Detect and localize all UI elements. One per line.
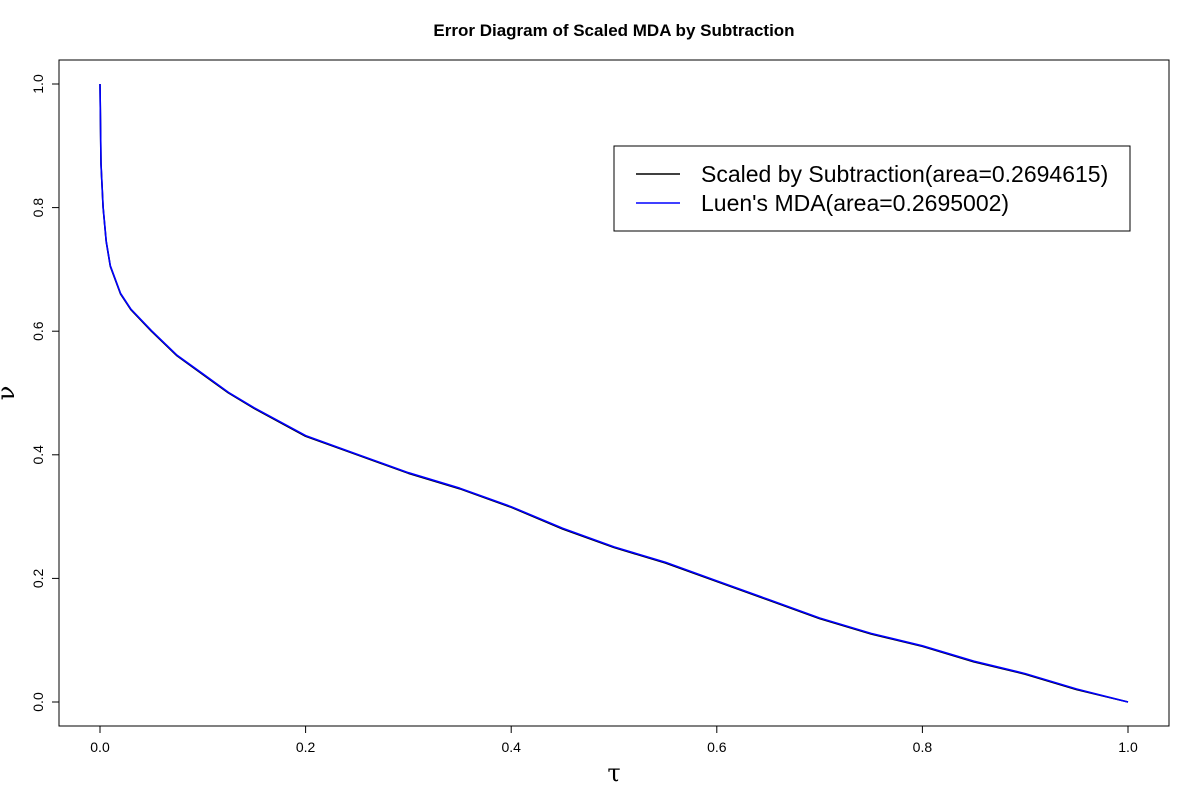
y-axis-label: ν [0, 386, 20, 401]
legend-box [613, 145, 1131, 232]
y-tick-label: 0.2 [30, 568, 46, 588]
legend: Scaled by Subtraction(area=0.2694615) Lu… [613, 145, 1131, 232]
y-axis: 0.0 0.2 0.4 0.6 0.8 1.0 [30, 74, 60, 712]
chart-title: Error Diagram of Scaled MDA by Subtracti… [433, 21, 794, 40]
x-tick-label: 0.2 [296, 739, 316, 755]
x-tick-label: 0.8 [913, 739, 933, 755]
y-tick-label: 0.6 [30, 321, 46, 341]
x-axis-label: τ [607, 759, 620, 787]
legend-label-scaled: Scaled by Subtraction(area=0.2694615) [701, 161, 1108, 187]
x-tick-label: 0.0 [90, 739, 110, 755]
y-tick-label: 0.8 [30, 198, 46, 218]
x-tick-label: 0.6 [707, 739, 727, 755]
x-tick-label: 0.4 [501, 739, 521, 755]
y-tick-label: 0.0 [30, 692, 46, 712]
x-axis: 0.0 0.2 0.4 0.6 0.8 1.0 [90, 725, 1138, 755]
y-tick-label: 0.4 [30, 445, 46, 465]
legend-label-luen: Luen's MDA(area=0.2695002) [701, 190, 1009, 216]
x-tick-label: 1.0 [1118, 739, 1138, 755]
series-line-luen [99, 83, 1129, 703]
series-lines [99, 83, 1129, 703]
y-tick-label: 1.0 [30, 74, 46, 94]
